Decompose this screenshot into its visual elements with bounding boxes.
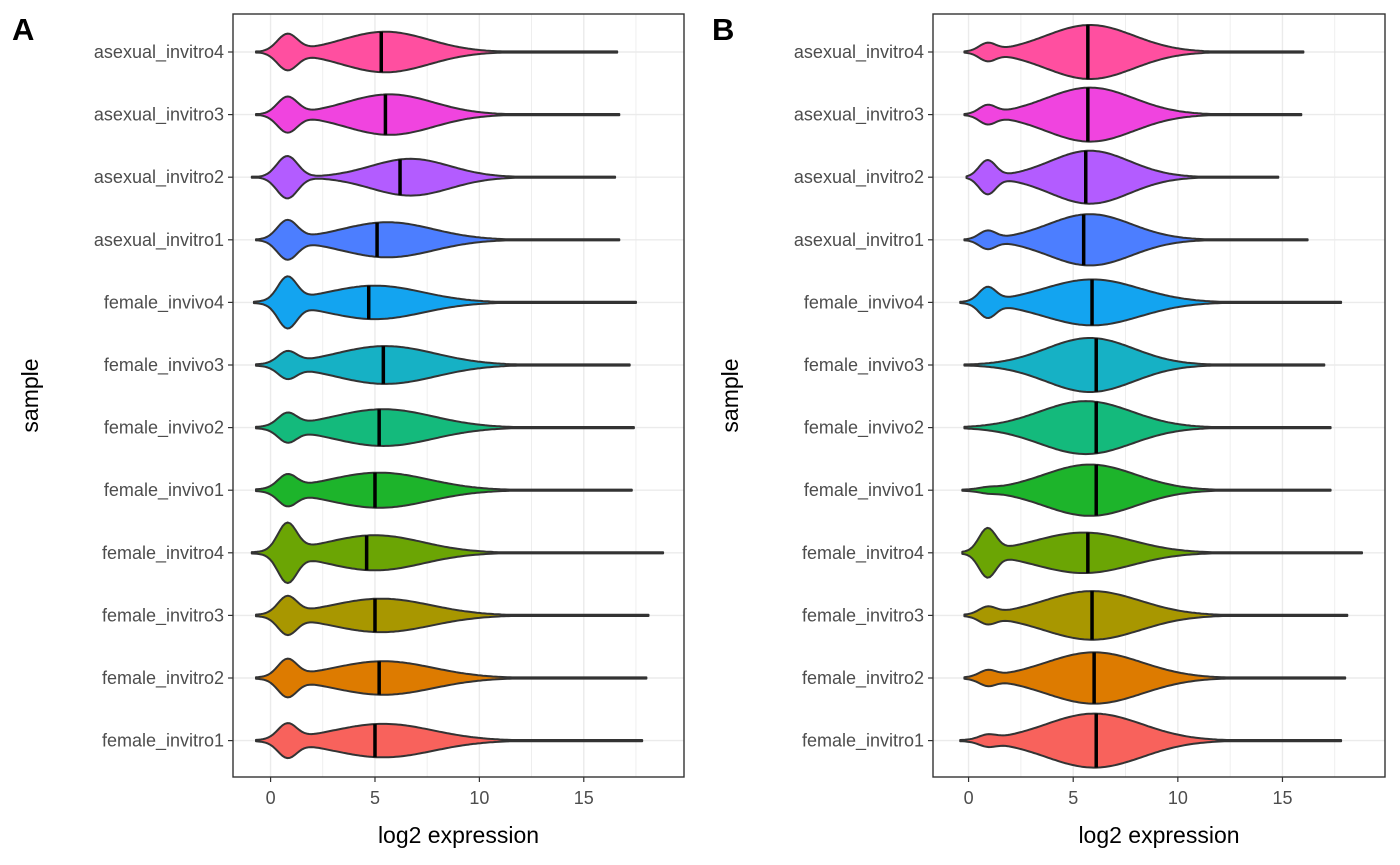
y-tick-label: asexual_invitro1 <box>794 230 924 251</box>
x-tick-label: 15 <box>1272 788 1292 808</box>
y-tick-label: female_invivo4 <box>104 292 224 313</box>
y-tick-label: female_invivo3 <box>104 355 224 376</box>
y-axis-title: sample <box>717 358 743 432</box>
y-tick-label: asexual_invitro2 <box>94 167 224 188</box>
y-tick-label: female_invivo1 <box>804 480 924 501</box>
y-tick-label: female_invivo1 <box>104 480 224 501</box>
y-tick-label: female_invivo4 <box>804 292 924 313</box>
y-tick-label: female_invitro2 <box>102 668 224 689</box>
y-tick-label: female_invivo3 <box>804 355 924 376</box>
y-tick-label: asexual_invitro2 <box>794 167 924 188</box>
violin-female_invivo2 <box>255 408 635 447</box>
violin-female_invivo1 <box>255 471 633 509</box>
violin-asexual_invitro4 <box>255 30 619 74</box>
y-tick-label: female_invitro1 <box>102 731 224 752</box>
violin-asexual_invitro2 <box>250 155 617 200</box>
violin-female_invivo1 <box>961 463 1332 517</box>
violin-asexual_invitro1 <box>963 213 1309 267</box>
violin-female_invitro4 <box>961 526 1363 579</box>
violin-female_invitro3 <box>255 594 650 637</box>
y-tick-label: female_invitro4 <box>102 543 224 564</box>
y-tick-label: female_invitro1 <box>802 731 924 752</box>
violin-female_invivo2 <box>963 400 1332 456</box>
violin-asexual_invitro4 <box>963 24 1305 80</box>
y-tick-label: female_invivo2 <box>104 418 224 439</box>
violin-female_invivo4 <box>959 278 1343 327</box>
violin-female_invitro1 <box>255 722 644 760</box>
violin-female_invitro2 <box>963 651 1347 705</box>
y-tick-label: female_invitro2 <box>802 668 924 689</box>
y-tick-label: asexual_invitro1 <box>94 230 224 251</box>
violin-asexual_invitro2 <box>965 149 1280 205</box>
x-axis-title: log2 expression <box>1078 822 1239 848</box>
x-tick-label: 10 <box>469 788 489 808</box>
violin-asexual_invitro3 <box>963 86 1303 143</box>
y-tick-label: female_invitro3 <box>802 605 924 626</box>
panel-background <box>933 14 1385 777</box>
y-tick-label: female_invitro3 <box>102 605 224 626</box>
panel-b: asexual_invitro4 asexual_invitro3 asexual_… <box>712 12 1386 848</box>
violin-female_invivo3 <box>963 337 1326 393</box>
panel-border <box>232 13 685 778</box>
violin-female_invitro4 <box>250 521 665 585</box>
violin-female_invitro1 <box>959 712 1343 769</box>
y-axis-title: sample <box>17 358 43 432</box>
y-tick-label: asexual_invitro3 <box>794 105 924 126</box>
y-tick-label: asexual_invitro4 <box>94 42 224 63</box>
panel-border <box>932 13 1386 778</box>
x-tick-label: 5 <box>370 788 380 808</box>
violin-female_invivo4 <box>252 275 637 330</box>
x-tick-label: 5 <box>1068 788 1078 808</box>
x-axis-title: log2 expression <box>378 822 539 848</box>
x-tick-label: 15 <box>574 788 594 808</box>
x-tick-label: 0 <box>964 788 974 808</box>
violin-female_invivo3 <box>255 345 631 385</box>
violin-female_invitro2 <box>255 657 648 699</box>
y-tick-label: asexual_invitro4 <box>794 42 924 63</box>
panel-a: asexual_invitro4 asexual_invitro3 asexual_… <box>12 12 685 848</box>
panel-tag-label: B <box>712 12 734 47</box>
violin-asexual_invitro3 <box>255 93 621 136</box>
panel-tag-label: A <box>12 12 34 47</box>
x-tick-label: 0 <box>266 788 276 808</box>
y-tick-label: asexual_invitro3 <box>94 105 224 126</box>
x-tick-label: 10 <box>1168 788 1188 808</box>
y-tick-label: female_invivo2 <box>804 418 924 439</box>
panel-background <box>233 14 684 777</box>
y-tick-label: female_invitro4 <box>802 543 924 564</box>
